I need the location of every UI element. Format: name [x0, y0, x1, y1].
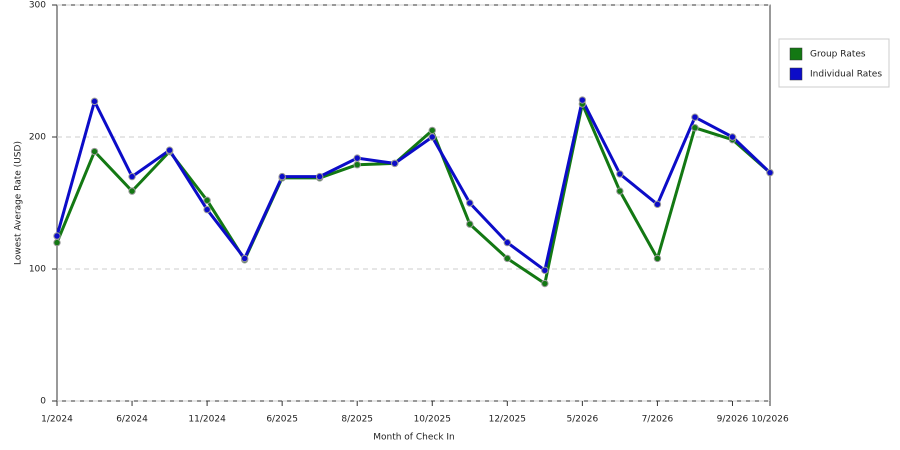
x-tick-label: 6/2024: [116, 415, 148, 425]
series-line: [55, 98, 772, 272]
data-point: [616, 187, 624, 195]
x-tick-label: 6/2025: [266, 415, 298, 425]
y-tick-label: 300: [29, 1, 46, 11]
x-tick-label: 8/2025: [341, 415, 373, 425]
data-point: [203, 205, 211, 214]
data-point: [53, 232, 61, 240]
data-point: [653, 200, 662, 209]
data-point: [541, 279, 549, 288]
data-point: [315, 172, 324, 181]
data-point: [616, 170, 624, 178]
data-point: [90, 147, 99, 156]
y-axis-label: Lowest Average Rate (USD): [14, 141, 24, 265]
legend-label: Group Rates: [810, 50, 866, 60]
data-point: [128, 187, 136, 195]
data-point: [53, 238, 61, 247]
data-point: [203, 196, 211, 205]
data-point: [578, 96, 587, 104]
x-tick-label: 10/2026: [751, 415, 789, 425]
y-tick-label: 100: [29, 265, 46, 275]
legend-swatch: [789, 67, 803, 81]
x-axis-label: Month of Check In: [373, 433, 455, 443]
data-point: [428, 133, 436, 141]
data-point: [353, 161, 361, 169]
x-tick-label: 7/2026: [642, 415, 674, 425]
data-point: [165, 146, 174, 154]
x-tick-label: 5/2026: [567, 415, 599, 425]
data-point: [278, 172, 286, 181]
plot-frame: [56, 4, 771, 402]
x-tick-label: 1/2024: [41, 415, 73, 425]
data-point: [428, 126, 436, 135]
data-point: [466, 199, 474, 207]
legend-label: Individual Rates: [810, 70, 882, 80]
data-point: [391, 159, 399, 168]
data-point: [653, 254, 662, 263]
x-tick-label: 9/2026: [717, 415, 749, 425]
data-point: [766, 168, 774, 177]
data-point: [691, 124, 699, 132]
data-point: [691, 113, 699, 121]
data-point: [466, 220, 474, 228]
data-point: [728, 133, 737, 141]
data-point: [240, 254, 249, 263]
legend-swatch: [789, 47, 803, 61]
y-tick-label: 200: [29, 133, 46, 143]
x-tick-label: 10/2025: [414, 415, 451, 425]
data-point: [353, 154, 361, 162]
data-point: [541, 266, 549, 275]
data-point: [128, 172, 136, 181]
data-point: [90, 97, 99, 106]
y-tick-label: 0: [40, 397, 46, 407]
data-point: [503, 238, 512, 247]
data-point: [503, 254, 512, 263]
x-tick-label: 11/2024: [188, 415, 226, 425]
x-tick-label: 12/2025: [489, 415, 526, 425]
